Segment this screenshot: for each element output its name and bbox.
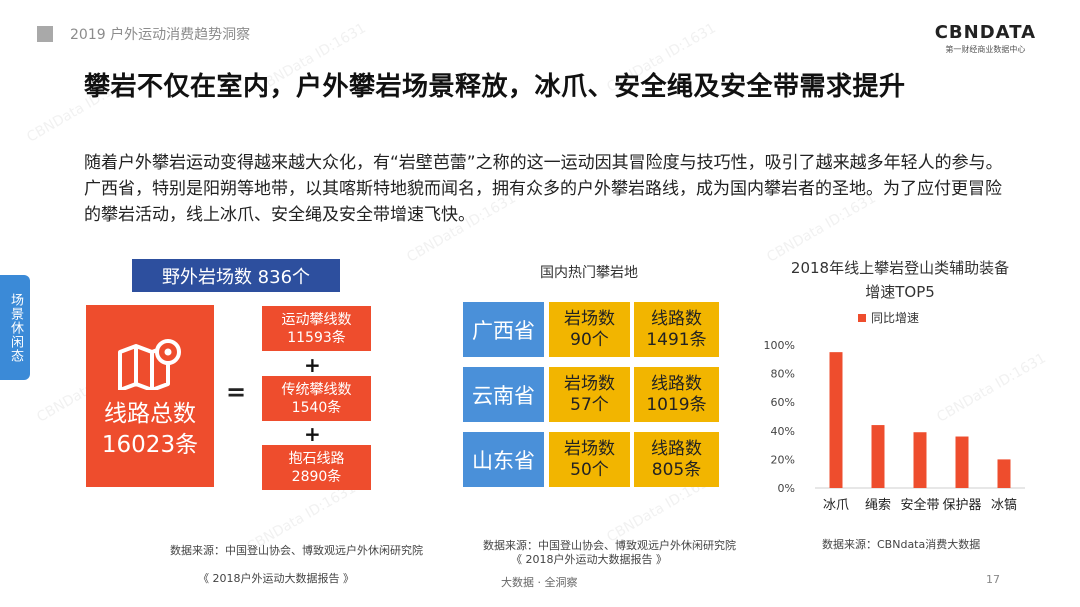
chart-source: 数据来源：CBNdata消费大数据 xyxy=(822,538,981,551)
y-tick-label: 80% xyxy=(771,368,795,381)
y-tick-label: 0% xyxy=(778,482,795,495)
left-source: 数据来源：中国登山协会、博致观远户外休闲研究院 xyxy=(170,544,423,557)
province-label: 广西省 xyxy=(463,302,544,357)
route-type-name: 运动攀线数 xyxy=(281,311,352,328)
side-tab: 场景休闲态 xyxy=(0,275,30,380)
crag-count-label: 岩场数 xyxy=(564,308,615,329)
total-routes-title: 线路总数 xyxy=(104,401,196,427)
crag-count-value: 90个 xyxy=(570,329,609,350)
route-count-label: 线路数 xyxy=(651,438,702,459)
middle-source: 数据来源：中国登山协会、博致观远户外休闲研究院 xyxy=(483,539,736,552)
route-count-value: 1491条 xyxy=(646,329,707,350)
route-count-label: 线路数 xyxy=(651,373,702,394)
x-tick-label: 冰爪 xyxy=(823,498,849,513)
page-number: 17 xyxy=(986,573,1000,586)
plus-sign: + xyxy=(304,353,321,377)
plus-sign: + xyxy=(304,422,321,446)
bar-保护器 xyxy=(955,436,969,488)
province-label: 云南省 xyxy=(463,367,544,422)
chart-title: 2018年线上攀岩登山类辅助装备增速TOP5 xyxy=(790,259,1010,301)
body-paragraph: 随着户外攀岩运动变得越来越大众化，有“岩壁芭蕾”之称的这一运动因其冒险度与技巧性… xyxy=(84,153,1003,225)
report-title: 2019 户外运动消费趋势洞察 xyxy=(70,27,251,43)
route-type-name: 传统攀线数 xyxy=(281,381,352,398)
crag-count-box: 岩场数 90个 xyxy=(549,302,630,357)
total-routes-label: 线路总数 16023条 xyxy=(86,399,214,461)
route-count-box: 线路数 1019条 xyxy=(634,367,719,422)
route-count-label: 线路数 xyxy=(651,308,702,329)
route-type-box: 抱石线路 2890条 xyxy=(262,445,371,490)
logo-name: CBNDATA xyxy=(934,22,1036,43)
legend-label: 同比增速 xyxy=(871,311,919,325)
wild-crag-count: 野外岩场数 836个 xyxy=(132,259,340,292)
route-count-value: 805条 xyxy=(651,459,702,480)
logo-tagline: 第一财经商业数据中心 xyxy=(945,45,1026,54)
bar-绳索 xyxy=(871,425,885,488)
growth-bar-chart: 同比增速 0% 20% 40% 60% 80% 100% 冰爪 绳索 安全带 保护器 冰镐 xyxy=(764,311,1025,513)
route-count-box: 线路数 1491条 xyxy=(634,302,719,357)
crag-count-value: 50个 xyxy=(570,459,609,480)
crag-count-label: 岩场数 xyxy=(564,373,615,394)
y-tick-label: 100% xyxy=(764,339,795,352)
x-tick-label: 冰镐 xyxy=(991,497,1017,513)
hot-spots-title: 国内热门攀岩地 xyxy=(540,265,638,281)
bar-冰镐 xyxy=(997,459,1011,488)
route-type-name: 抱石线路 xyxy=(288,450,345,467)
cbndata-logo: CBNDATA 第一财经商业数据中心 xyxy=(935,22,1036,55)
crag-count-label: 岩场数 xyxy=(564,438,615,459)
legend-swatch xyxy=(858,314,866,322)
route-type-value: 1540条 xyxy=(291,399,342,416)
middle-source-report: 《 2018户外运动大数据报告 》 xyxy=(511,553,667,566)
route-type-box: 运动攀线数 11593条 xyxy=(262,306,371,351)
left-source-report: 《 2018户外运动大数据报告 》 xyxy=(198,572,354,585)
crag-count-value: 57个 xyxy=(570,394,609,415)
x-tick-label: 保护器 xyxy=(942,498,981,513)
total-routes-box: 线路总数 16023条 xyxy=(86,305,214,487)
y-tick-label: 60% xyxy=(771,396,795,409)
x-tick-label: 安全带 xyxy=(900,497,939,513)
equals-sign: = xyxy=(226,378,247,406)
map-pin-icon xyxy=(118,339,181,390)
route-type-value: 2890条 xyxy=(291,468,342,485)
crag-count-box: 岩场数 57个 xyxy=(549,367,630,422)
total-routes-value: 16023条 xyxy=(101,432,199,458)
route-type-value: 11593条 xyxy=(287,329,346,346)
y-tick-label: 20% xyxy=(771,453,795,466)
x-tick-label: 绳索 xyxy=(865,498,891,513)
route-type-box: 传统攀线数 1540条 xyxy=(262,376,371,421)
province-label: 山东省 xyxy=(463,432,544,487)
bar-安全带 xyxy=(913,432,927,488)
footer-slogan: 大数据 · 全洞察 xyxy=(501,576,578,589)
route-count-value: 1019条 xyxy=(646,394,707,415)
y-tick-label: 40% xyxy=(771,425,795,438)
route-count-box: 线路数 805条 xyxy=(634,432,719,487)
crag-count-box: 岩场数 50个 xyxy=(549,432,630,487)
page-title: 攀岩不仅在室内，户外攀岩场景释放，冰爪、安全绳及安全带需求提升 xyxy=(84,72,906,102)
bar-冰爪 xyxy=(829,352,843,488)
header-square-icon xyxy=(37,26,53,42)
